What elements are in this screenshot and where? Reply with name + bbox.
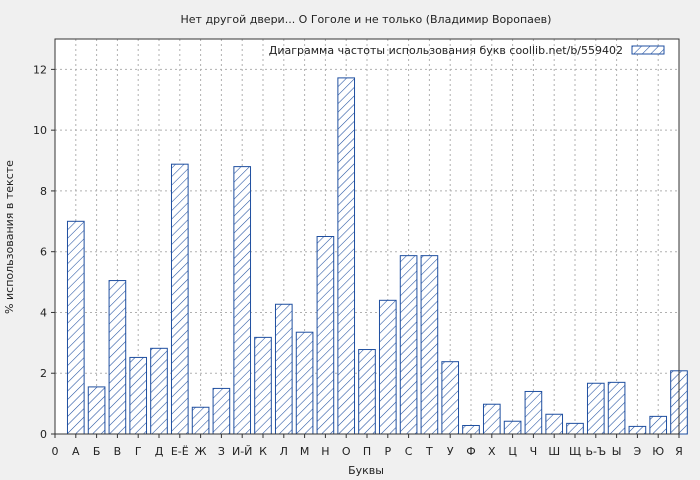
bar-Т — [420, 255, 439, 435]
x-tick-label: П — [363, 445, 371, 458]
bar-В — [108, 280, 127, 435]
x-tick-label: Ь-Ъ — [585, 445, 606, 458]
bar-И-Й — [233, 166, 252, 435]
bar-Э — [628, 425, 647, 435]
x-tick-label: А — [72, 445, 80, 458]
y-axis-label: % использования в тексте — [3, 160, 16, 314]
chart-title: Нет другой двери... О Гоголе и не только… — [181, 13, 552, 26]
bar-З — [212, 387, 231, 435]
x-tick-label: У — [447, 445, 454, 458]
x-tick-label: Д — [155, 445, 164, 458]
bar-О — [337, 77, 356, 435]
y-tick-label: 10 — [33, 124, 47, 137]
y-axis: 0 2 4 6 8 10 12 — [33, 63, 55, 441]
x-tick-label: Ж — [195, 445, 207, 458]
grid — [55, 39, 679, 434]
bar-К — [254, 336, 272, 435]
x-tick-label: Э — [634, 445, 642, 458]
x-tick-label: Л — [280, 445, 288, 458]
x-tick-label: С — [405, 445, 413, 458]
y-tick-label: 12 — [33, 63, 47, 76]
bar-А — [66, 220, 85, 435]
y-tick-label: 0 — [40, 428, 47, 441]
x-tick-label: Г — [135, 445, 142, 458]
x-tick-label: В — [114, 445, 122, 458]
bar-Ц — [503, 420, 522, 435]
x-tick-label: 0 — [52, 445, 59, 458]
bar-Р — [378, 299, 397, 435]
x-tick-label: Е-Ё — [171, 445, 189, 458]
legend-swatch — [631, 45, 665, 55]
bar-Г — [129, 356, 148, 435]
bar-Ю — [649, 415, 668, 435]
legend-label: Диаграмма частоты использования букв coo… — [269, 44, 623, 57]
bar-С — [399, 255, 418, 435]
bar-Ы — [607, 381, 626, 435]
y-tick-label: 2 — [40, 367, 47, 380]
x-tick-label: Т — [425, 445, 433, 458]
x-tick-label: Я — [675, 445, 683, 458]
bar-П — [358, 349, 376, 435]
x-tick-label: И-Й — [232, 445, 252, 458]
bar-Ж — [191, 406, 210, 435]
bar-Л — [274, 303, 293, 435]
bar-Ь-Ъ — [586, 382, 605, 435]
x-axis: 0 А Б В Г Д Е-Ё Ж З И-Й К Л М Н О П Р С Т У Ф Х Ц Ч Ш Щ Ь-Ъ Ы Э Ю Я — [52, 434, 683, 458]
y-tick-label: 8 — [40, 185, 47, 198]
x-tick-label: З — [218, 445, 225, 458]
bar-Д — [150, 347, 168, 435]
x-tick-label: К — [259, 445, 267, 458]
bar-Б — [87, 386, 106, 435]
x-tick-label: Ш — [548, 445, 560, 458]
bar-Щ — [566, 422, 584, 435]
legend: Диаграмма частоты использования букв coo… — [269, 44, 665, 57]
x-tick-label: Н — [321, 445, 329, 458]
bar-Ч — [524, 390, 543, 435]
x-tick-label: Х — [488, 445, 496, 458]
x-axis-label: Буквы — [348, 464, 384, 477]
x-tick-label: Ч — [530, 445, 538, 458]
bar-У — [441, 361, 460, 435]
y-tick-label: 4 — [40, 306, 47, 319]
x-tick-label: Ц — [508, 445, 517, 458]
bars — [66, 77, 688, 435]
x-tick-label: О — [342, 445, 351, 458]
bar-Ф — [462, 424, 480, 435]
x-tick-label: Б — [93, 445, 101, 458]
bar-Ш — [545, 413, 564, 435]
x-tick-label: Ю — [652, 445, 664, 458]
x-tick-label: М — [300, 445, 310, 458]
x-tick-label: Р — [384, 445, 391, 458]
bar-М — [295, 331, 314, 435]
x-tick-label: Ф — [466, 445, 475, 458]
bar-Х — [482, 403, 501, 435]
bar-Е-Ё — [170, 163, 189, 435]
x-tick-label: Ы — [612, 445, 622, 458]
x-tick-label: Щ — [569, 445, 581, 458]
y-tick-label: 6 — [40, 246, 47, 259]
bar-Н — [316, 236, 335, 435]
